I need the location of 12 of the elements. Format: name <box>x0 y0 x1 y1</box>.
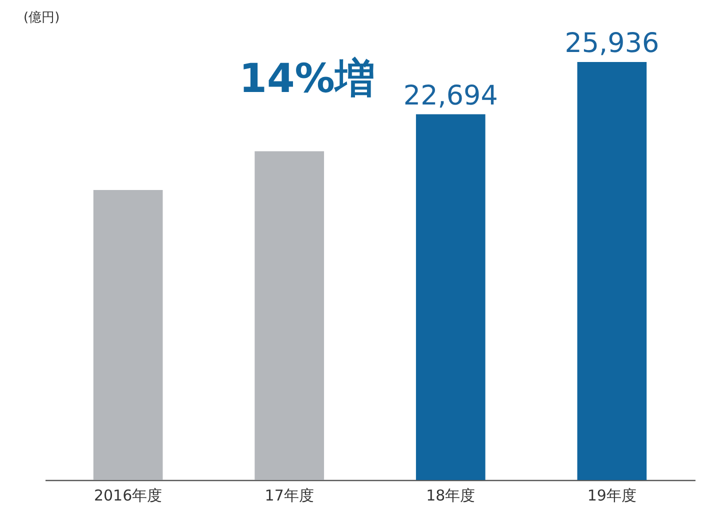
bar <box>577 62 647 480</box>
x-tick-label: 18年度 <box>426 486 476 504</box>
bar <box>416 114 486 480</box>
bar <box>254 151 324 480</box>
data-label: 25,936 <box>564 28 660 59</box>
bar <box>93 190 163 480</box>
annotation: 14%増 <box>239 56 375 102</box>
x-tick-label: 2016年度 <box>94 486 162 504</box>
x-tick-label: 17年度 <box>264 486 314 504</box>
x-tick-label: 19年度 <box>587 486 636 504</box>
data-label: 22,694 <box>403 80 498 112</box>
y-axis-title: (億円) <box>24 10 60 26</box>
